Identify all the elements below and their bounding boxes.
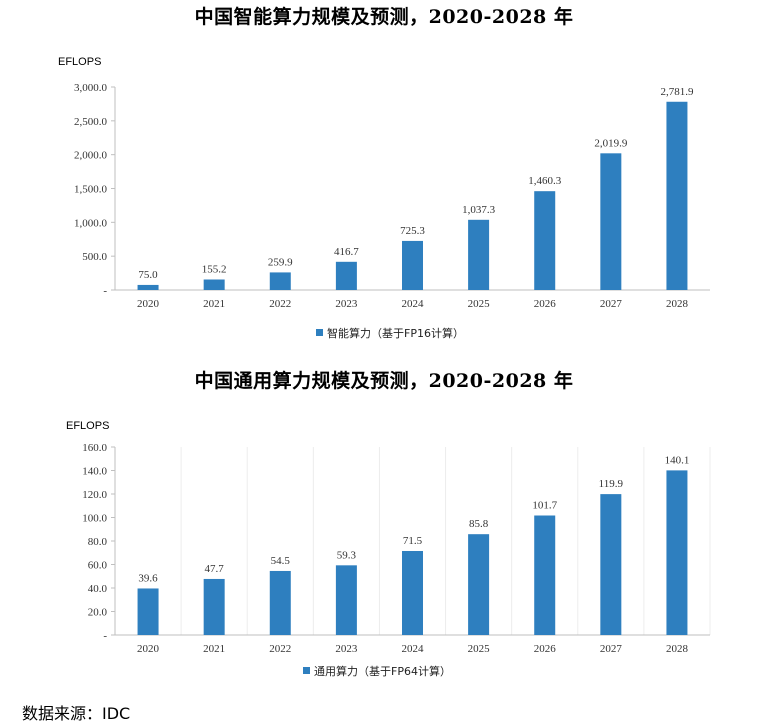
x-tick-label: 2021 bbox=[203, 643, 225, 655]
chart-title-general-compute: 中国通用算力规模及预测，2020-2028 年 bbox=[194, 370, 574, 392]
data-label: 155.2 bbox=[202, 263, 227, 275]
y-unit-label: EFLOPS bbox=[66, 420, 109, 432]
x-tick-label: 2023 bbox=[335, 643, 358, 655]
data-label: 1,037.3 bbox=[462, 204, 496, 216]
y-tick-label: 3,000.0 bbox=[74, 82, 108, 94]
x-tick-label: 2027 bbox=[600, 298, 623, 310]
data-label: 2,019.9 bbox=[594, 137, 628, 149]
data-label: 85.8 bbox=[469, 518, 489, 530]
x-tick-label: 2027 bbox=[600, 643, 623, 655]
y-tick-label: 160.0 bbox=[82, 442, 107, 454]
x-tick-label: 2024 bbox=[402, 643, 425, 655]
data-label: 140.1 bbox=[665, 454, 690, 466]
data-label: 259.9 bbox=[268, 256, 293, 268]
bar bbox=[666, 470, 688, 635]
bar bbox=[534, 191, 556, 290]
data-label: 725.3 bbox=[400, 225, 425, 237]
bar bbox=[600, 494, 622, 635]
y-tick-label: 120.0 bbox=[82, 489, 107, 501]
x-tick-label: 2025 bbox=[468, 643, 491, 655]
x-tick-label: 2028 bbox=[666, 298, 689, 310]
chart-title-intelligent-compute: 中国智能算力规模及预测，2020-2028 年 bbox=[194, 6, 574, 28]
bar bbox=[269, 570, 291, 635]
x-tick-label: 2025 bbox=[468, 298, 491, 310]
data-label: 2,781.9 bbox=[660, 86, 694, 98]
bar bbox=[600, 153, 622, 290]
data-label: 54.5 bbox=[271, 555, 291, 567]
bar bbox=[402, 550, 423, 635]
data-label: 119.9 bbox=[599, 478, 624, 490]
source-note: 数据来源：IDC bbox=[22, 704, 131, 723]
x-tick-label: 2026 bbox=[534, 298, 557, 310]
y-tick-label: - bbox=[103, 285, 107, 297]
bar bbox=[335, 261, 357, 290]
y-tick-label: 2,500.0 bbox=[74, 116, 108, 128]
y-tick-label: 1,500.0 bbox=[74, 184, 108, 196]
y-tick-label: 40.0 bbox=[88, 583, 108, 595]
y-unit-label: EFLOPS bbox=[58, 56, 101, 68]
x-tick-label: 2022 bbox=[269, 643, 291, 655]
y-tick-label: 80.0 bbox=[88, 536, 108, 548]
bar bbox=[468, 219, 490, 290]
bar bbox=[203, 279, 225, 290]
legend-swatch bbox=[316, 329, 323, 336]
y-tick-label: 140.0 bbox=[82, 466, 107, 478]
x-tick-label: 2020 bbox=[137, 643, 160, 655]
data-label: 71.5 bbox=[403, 535, 423, 547]
bar-chart-general-compute: EFLOPS - 20.0 40.0 60.0 80.0 100.0 120.0 140.0 16… bbox=[66, 420, 711, 678]
data-label: 47.7 bbox=[205, 563, 225, 575]
y-tick-label: 1,000.0 bbox=[74, 217, 108, 229]
y-tick-label: 60.0 bbox=[88, 560, 108, 572]
bar bbox=[666, 101, 688, 290]
bar bbox=[402, 240, 423, 290]
x-tick-label: 2022 bbox=[269, 298, 291, 310]
bar bbox=[534, 515, 556, 635]
bar-chart-intelligent-compute: EFLOPS - 500.0 1,000.0 1,500.0 2,000.0 2,500.0… bbox=[58, 56, 710, 340]
legend-swatch bbox=[303, 667, 310, 674]
data-label: 416.7 bbox=[334, 246, 359, 258]
bar bbox=[137, 588, 159, 635]
y-tick-label: 20.0 bbox=[88, 607, 108, 619]
x-tick-label: 2024 bbox=[402, 298, 425, 310]
x-tick-label: 2020 bbox=[137, 298, 160, 310]
y-tick-label: - bbox=[103, 630, 107, 642]
legend-label: 智能算力（基于FP16计算） bbox=[327, 326, 464, 340]
data-label: 39.6 bbox=[138, 572, 158, 584]
x-tick-label: 2028 bbox=[666, 643, 689, 655]
bar bbox=[203, 578, 225, 635]
bar bbox=[468, 534, 490, 635]
y-tick-label: 500.0 bbox=[82, 251, 107, 263]
bar bbox=[137, 284, 159, 290]
data-label: 1,460.3 bbox=[528, 175, 562, 187]
x-tick-label: 2026 bbox=[534, 643, 557, 655]
bar bbox=[335, 565, 357, 635]
bar bbox=[269, 272, 291, 290]
y-tick-label: 100.0 bbox=[82, 513, 107, 525]
legend-label: 通用算力（基于FP64计算） bbox=[314, 664, 451, 678]
data-label: 59.3 bbox=[337, 549, 357, 561]
data-label: 75.0 bbox=[138, 269, 158, 281]
data-label: 101.7 bbox=[532, 500, 557, 512]
x-tick-label: 2021 bbox=[203, 298, 225, 310]
y-tick-label: 2,000.0 bbox=[74, 150, 108, 162]
x-tick-label: 2023 bbox=[335, 298, 358, 310]
